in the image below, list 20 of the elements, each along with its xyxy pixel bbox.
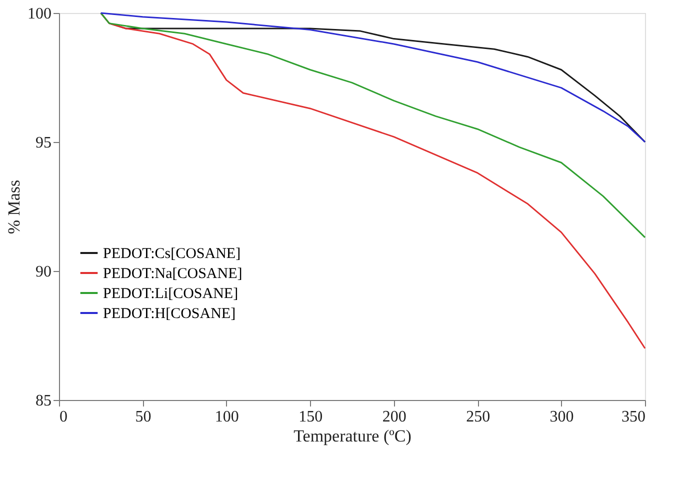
x-tick-label: 350 <box>622 408 646 426</box>
legend-label: PEDOT:Cs[COSANE] <box>103 246 241 262</box>
legend-label: PEDOT:Na[COSANE] <box>103 266 242 282</box>
legend-label: PEDOT:Li[COSANE] <box>103 286 238 302</box>
x-tick-label: 150 <box>298 408 323 426</box>
y-axis-title: % Mass <box>4 180 24 234</box>
x-tick-label: 100 <box>214 408 239 426</box>
x-tick-label: 0 <box>60 408 68 426</box>
x-tick-label: 200 <box>382 408 406 426</box>
x-tick-label: 300 <box>550 408 574 426</box>
x-tick-label: 50 <box>135 408 152 426</box>
x-tick-label: 250 <box>466 408 490 426</box>
y-tick-label: 85 <box>36 392 52 410</box>
line-series <box>100 12 646 143</box>
legend-label: PEDOT:H[COSANE] <box>103 306 236 322</box>
y-tick-label: 90 <box>36 264 52 280</box>
y-tick-label: 100 <box>28 6 52 22</box>
line-series <box>100 12 646 238</box>
x-axis-title: Temperature (ºC) <box>294 426 412 446</box>
y-tick-label: 95 <box>36 134 52 152</box>
